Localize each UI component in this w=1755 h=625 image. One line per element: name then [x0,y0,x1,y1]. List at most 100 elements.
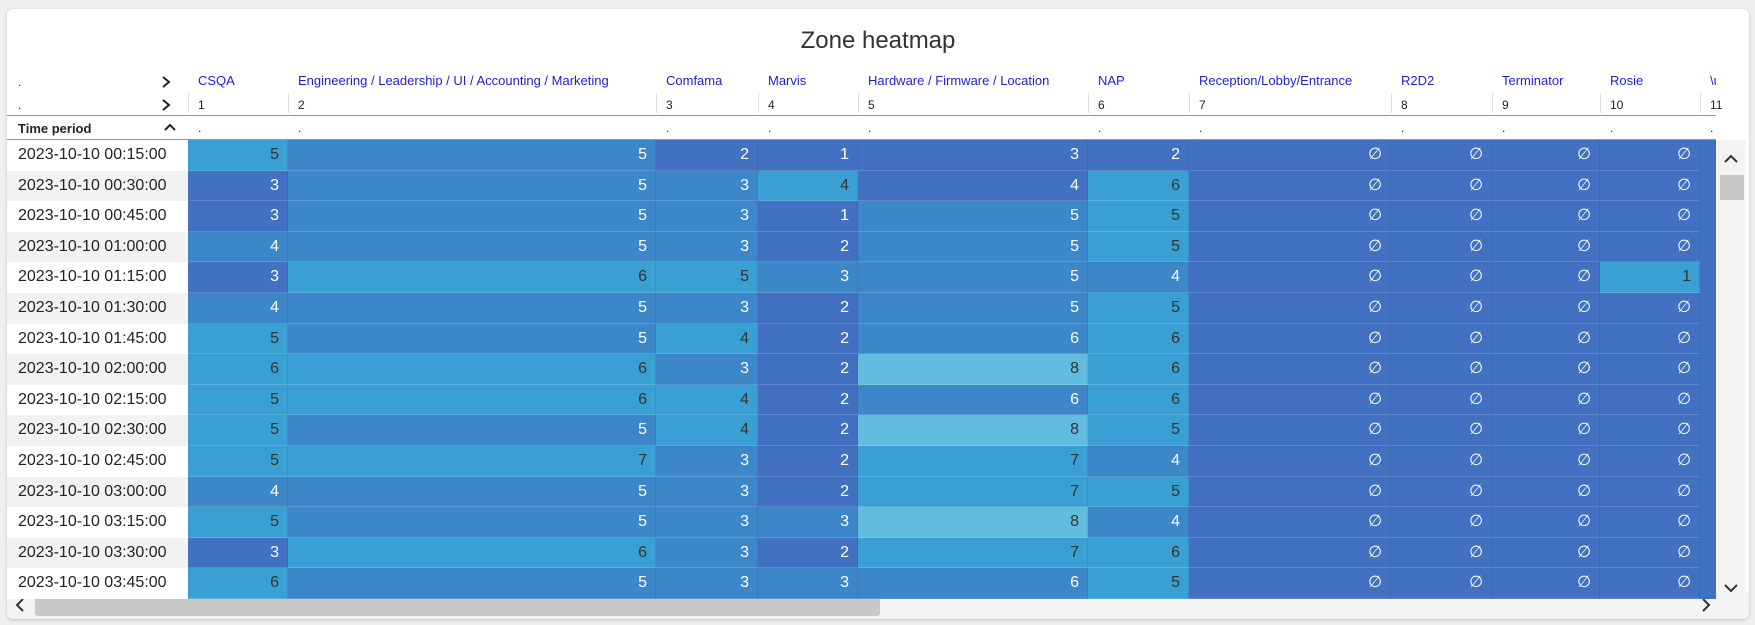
column-index: 8 [1401,98,1408,112]
time-cell: 2023-10-10 03:45:00 [7,568,188,599]
heat-cell: 3 [188,537,288,569]
column-name[interactable]: Hardware / Firmware / Location [868,73,1050,88]
heat-cell: 2 [758,446,858,477]
v-scrollbar[interactable] [1716,140,1746,610]
heat-cell: ∅ [1189,446,1391,477]
heat-cell: 6 [1088,354,1189,385]
heat-cell: 3 [758,262,858,293]
heat-cell: 5 [858,201,1088,232]
heat-cell: ∅ [1600,231,1700,263]
heat-cell: ∅ [1600,446,1700,477]
column-name[interactable]: Comfama [666,73,723,88]
heat-cell: ∅ [1189,140,1391,171]
column-filter: . [198,121,202,135]
toggle-icon[interactable] [163,120,177,134]
heat-cell: 6 [1088,537,1189,569]
heat-cell: 6 [188,354,288,385]
heat-cell: 6 [1088,170,1189,202]
column-name[interactable]: Terminator [1502,73,1564,88]
heat-cell: 3 [656,231,758,263]
column-name[interactable]: Rosie [1610,73,1644,88]
column-divider [1391,93,1392,113]
heat-cell: ∅ [1189,507,1391,538]
heat-cell: 4 [188,293,288,324]
column-filter: . [1502,121,1506,135]
column-index: 7 [1199,98,1206,112]
heat-cell: ∅ [1189,262,1391,293]
heat-cell: 6 [288,537,656,569]
heat-cell: ∅ [1492,507,1600,538]
heat-cell: 5 [288,140,656,171]
column-name[interactable]: Reception/Lobby/Entrance [1199,73,1353,88]
heat-cell: ∅ [1492,537,1600,569]
heat-cell: ∅ [1189,384,1391,416]
heat-cell-clipped [1700,201,1716,232]
header-line [7,115,1716,116]
heat-cell: 3 [188,201,288,232]
heat-cell: 2 [656,140,758,171]
heat-cell: 3 [188,262,288,293]
column-divider [1700,93,1701,113]
heat-cell-clipped [1700,323,1716,355]
column-filter: . [768,121,772,135]
heat-cell-clipped [1700,293,1716,324]
heat-cell: ∅ [1189,323,1391,355]
column-name[interactable]: R2D2 [1401,73,1435,88]
heat-cell: ∅ [1391,415,1492,446]
heat-cell: 5 [188,323,288,355]
heat-cell: 5 [288,507,656,538]
heat-cell: 6 [288,354,656,385]
heat-cell: ∅ [1600,507,1700,538]
column-divider [758,93,759,113]
heat-cell: 3 [188,170,288,202]
column-name[interactable]: Marvis [768,73,807,88]
column-name[interactable]: Engineering / Leadership / UI / Accounti… [298,73,609,88]
heat-cell: ∅ [1189,568,1391,599]
heat-cell: 5 [188,140,288,171]
heat-cell: 6 [288,384,656,416]
heat-cell-clipped [1700,415,1716,446]
heat-cell: 5 [1088,568,1189,599]
time-cell: 2023-10-10 02:00:00 [7,354,188,385]
time-cell: 2023-10-10 00:45:00 [7,201,188,232]
heat-cell: 6 [1088,323,1189,355]
heat-cell: 8 [858,354,1088,385]
heat-cell: 5 [288,568,656,599]
heat-cell: 5 [288,170,656,202]
heat-cell: 3 [656,201,758,232]
column-index: 9 [1502,98,1509,112]
column-name[interactable]: \ud83 [1710,73,1716,88]
heat-cell: 2 [758,384,858,416]
column-name[interactable]: CSQA [198,73,235,88]
heat-cell: 5 [288,476,656,508]
heat-cell: 5 [288,231,656,263]
toggle-icon[interactable] [159,75,173,89]
time-cell: 2023-10-10 03:15:00 [7,507,188,538]
heat-cell: ∅ [1600,140,1700,171]
heat-cell: ∅ [1189,415,1391,446]
heat-cell: ∅ [1492,354,1600,385]
heat-cell-clipped [1700,476,1716,508]
column-name[interactable]: NAP [1098,73,1125,88]
heat-cell: ∅ [1391,170,1492,202]
toggle-icon[interactable] [159,98,173,112]
heat-cell: ∅ [1492,476,1600,508]
column-filter: . [666,121,670,135]
heat-cell: ∅ [1189,293,1391,324]
heat-cell: 1 [1600,262,1700,293]
column-divider [1088,93,1089,113]
heat-cell: ∅ [1600,568,1700,599]
heat-cell: 4 [758,170,858,202]
heat-cell: ∅ [1600,476,1700,508]
column-divider [188,93,189,113]
heat-cell: ∅ [1391,476,1492,508]
heat-cell: 6 [858,323,1088,355]
time-cell: 2023-10-10 01:45:00 [7,323,188,355]
time-cell: 2023-10-10 03:00:00 [7,476,188,508]
heat-cell: ∅ [1492,446,1600,477]
column-divider [288,93,289,113]
heat-cell: 5 [188,507,288,538]
heat-cell: ∅ [1391,537,1492,569]
heat-cell: ∅ [1391,140,1492,171]
heat-cell-clipped [1700,354,1716,385]
